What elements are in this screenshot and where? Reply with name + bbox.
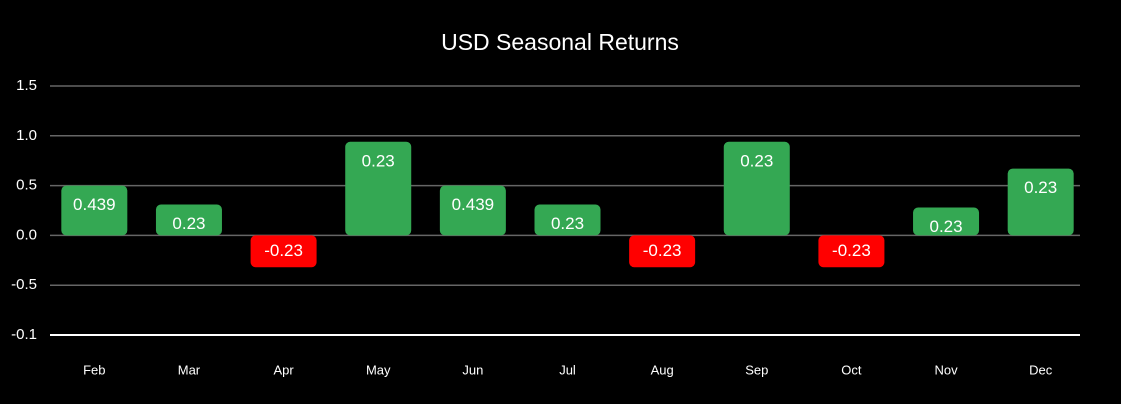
- bar: [913, 207, 980, 236]
- bar-label: -0.23: [832, 241, 871, 260]
- x-tick-label: Oct: [841, 362, 862, 377]
- y-tick-label: -0.5: [11, 276, 37, 293]
- bar-label: 0.439: [73, 195, 116, 214]
- x-tick-label: Mar: [178, 362, 201, 377]
- y-tick-label: 1.5: [16, 77, 37, 94]
- x-tick-label: Jul: [559, 362, 576, 377]
- y-tick-label: 0.5: [16, 177, 37, 194]
- bar: [629, 235, 696, 268]
- x-tick-label: Aug: [651, 362, 674, 377]
- bar-label: 0.23: [929, 217, 962, 236]
- x-tick-label: Jun: [462, 362, 483, 377]
- x-tick-label: Nov: [934, 362, 958, 377]
- bar-label: 0.23: [551, 214, 584, 233]
- bar: [155, 204, 222, 236]
- bar: [723, 141, 790, 236]
- bar: [439, 185, 506, 236]
- bar-label: 0.23: [1024, 178, 1057, 197]
- bar-label: 0.23: [172, 214, 205, 233]
- bar: [61, 185, 128, 236]
- y-tick-label: -0.1: [11, 326, 37, 343]
- bar-label: 0.23: [362, 151, 395, 170]
- x-tick-label: Feb: [83, 362, 105, 377]
- x-tick-label: Sep: [745, 362, 768, 377]
- y-tick-label: 1.0: [16, 127, 37, 144]
- chart-title: USD Seasonal Returns: [441, 29, 679, 55]
- x-tick-label: May: [366, 362, 391, 377]
- bar: [1007, 168, 1074, 236]
- bar-label: 0.23: [740, 151, 773, 170]
- bar-label: 0.439: [452, 195, 495, 214]
- bar: [818, 235, 885, 268]
- bar: [534, 204, 601, 236]
- bar-label: -0.23: [643, 241, 682, 260]
- y-tick-label: 0.0: [16, 226, 37, 243]
- x-tick-label: Apr: [273, 362, 294, 377]
- x-tick-label: Dec: [1029, 362, 1053, 377]
- bar-label: -0.23: [264, 241, 303, 260]
- bar: [250, 235, 317, 268]
- bar: [345, 141, 412, 236]
